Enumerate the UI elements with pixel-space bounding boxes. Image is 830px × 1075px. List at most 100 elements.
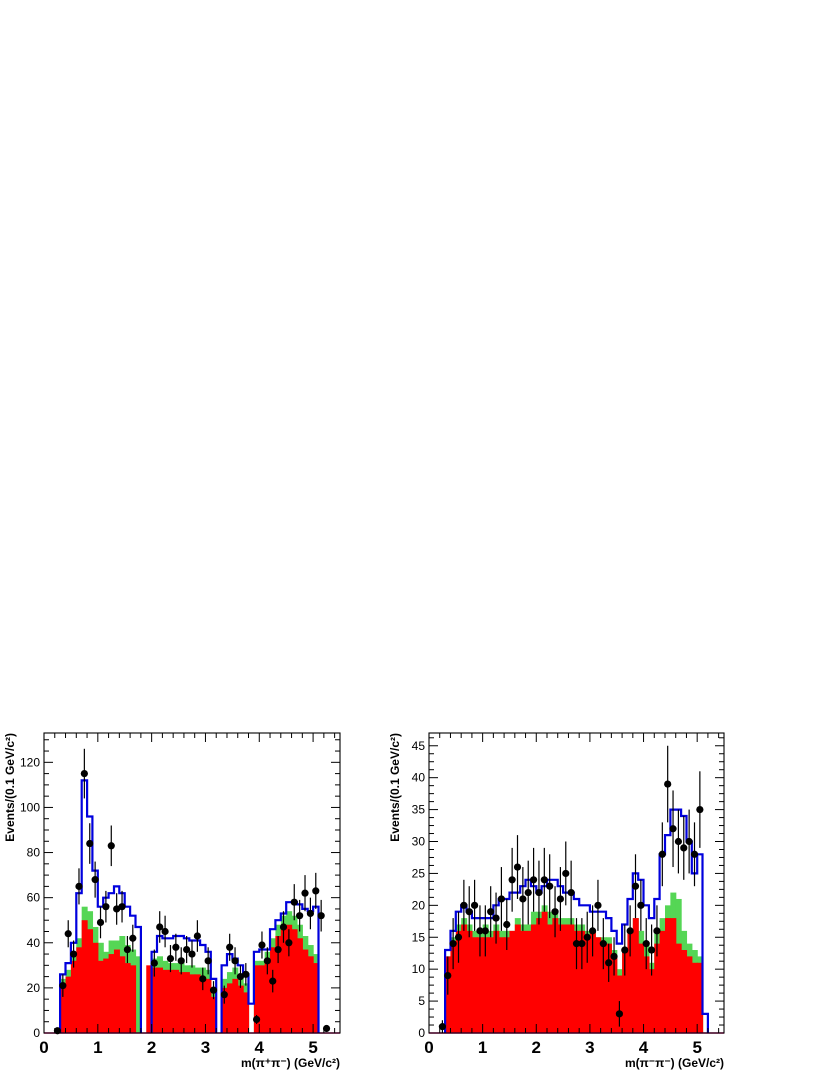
red-bar <box>670 918 677 1033</box>
data-point <box>322 1024 331 1033</box>
red-bar <box>568 924 575 1033</box>
y-tick-label: 80 <box>27 846 41 860</box>
red-bar <box>514 924 521 1033</box>
red-bar <box>178 972 185 1033</box>
data-point <box>226 943 234 951</box>
data-point <box>64 930 72 938</box>
red-bar <box>189 974 196 1033</box>
red-bar <box>151 967 158 1033</box>
red-bar <box>595 937 602 1033</box>
red-bar <box>471 937 478 1033</box>
x-tick-label: 0 <box>424 1038 433 1057</box>
data-point <box>583 933 591 941</box>
data-point <box>487 908 495 916</box>
data-point <box>188 950 196 958</box>
red-bar <box>291 929 298 1033</box>
data-point <box>102 903 110 911</box>
y-tick-label: 40 <box>27 936 41 950</box>
data-point <box>503 920 511 929</box>
y-tick-label: 30 <box>412 835 426 849</box>
data-point <box>454 933 463 941</box>
red-bar <box>493 930 500 1033</box>
y-tick-label: 20 <box>27 981 41 995</box>
red-bar <box>488 937 494 1033</box>
data-point <box>59 982 67 990</box>
data-point <box>209 986 218 994</box>
data-point <box>204 957 212 965</box>
red-bar <box>622 950 629 1033</box>
data-point <box>669 825 677 833</box>
red-bar <box>547 924 553 1033</box>
data-point <box>674 837 683 846</box>
data-point <box>626 927 634 935</box>
red-bar <box>92 942 99 1033</box>
data-point <box>476 927 484 935</box>
red-bar <box>313 963 320 1033</box>
red-bar <box>573 930 580 1033</box>
red-bar <box>81 920 88 1033</box>
plot-frame <box>428 732 725 1034</box>
x-tick-label: 4 <box>639 1038 649 1057</box>
data-point <box>129 934 137 942</box>
data-point <box>199 975 207 983</box>
red-bar <box>173 969 180 1033</box>
red-bar <box>686 956 693 1033</box>
data-point <box>317 912 325 920</box>
red-bar <box>611 956 618 1033</box>
data-point <box>75 882 83 890</box>
data-point <box>460 901 468 909</box>
data-point <box>123 945 132 954</box>
red-bar <box>632 918 639 1033</box>
data-point <box>529 876 538 884</box>
red-bar <box>509 930 516 1033</box>
red-bar <box>665 918 671 1033</box>
red-bar <box>504 937 511 1033</box>
red-bar <box>200 976 207 1033</box>
red-bar <box>600 943 607 1033</box>
red-bar <box>103 958 110 1033</box>
data-point <box>269 977 277 985</box>
red-bar <box>243 992 250 1033</box>
red-bar <box>681 950 688 1033</box>
red-bar <box>97 960 104 1033</box>
data-point <box>285 939 293 947</box>
data-point <box>258 941 266 949</box>
data-point <box>274 945 282 954</box>
red-bar <box>455 930 462 1033</box>
red-bar <box>584 937 591 1033</box>
data-point <box>658 850 666 858</box>
red-bar <box>130 965 137 1033</box>
red-bar <box>536 918 543 1033</box>
data-point <box>680 844 688 852</box>
data-point <box>252 1015 261 1024</box>
x-tick-label: 4 <box>255 1038 265 1057</box>
data-point <box>166 954 175 963</box>
data-point <box>588 927 597 935</box>
data-point <box>161 927 169 936</box>
red-bar <box>119 956 126 1033</box>
x-tick-label: 5 <box>308 1038 317 1057</box>
data-point <box>696 805 704 814</box>
data-point <box>513 863 522 871</box>
data-point <box>572 940 581 948</box>
data-point <box>172 943 180 951</box>
red-bar <box>221 987 228 1033</box>
data-point <box>236 973 245 981</box>
data-point <box>444 971 452 980</box>
total-fit-line <box>444 808 709 1033</box>
y-tick-label: 5 <box>418 994 425 1008</box>
data-point <box>508 876 516 884</box>
data-point <box>540 876 548 884</box>
y-tick-label: 10 <box>412 962 426 976</box>
red-bar <box>606 943 612 1033</box>
red-bar <box>697 962 704 1033</box>
red-bar <box>253 965 260 1033</box>
red-bar <box>194 974 201 1033</box>
red-bar <box>589 930 596 1033</box>
red-bar <box>226 983 233 1033</box>
x-axis-title: m(π⁻π⁻) (GeV/c²) <box>625 1056 724 1070</box>
red-bar <box>654 943 661 1033</box>
data-point <box>312 887 320 895</box>
red-bar <box>157 967 163 1033</box>
